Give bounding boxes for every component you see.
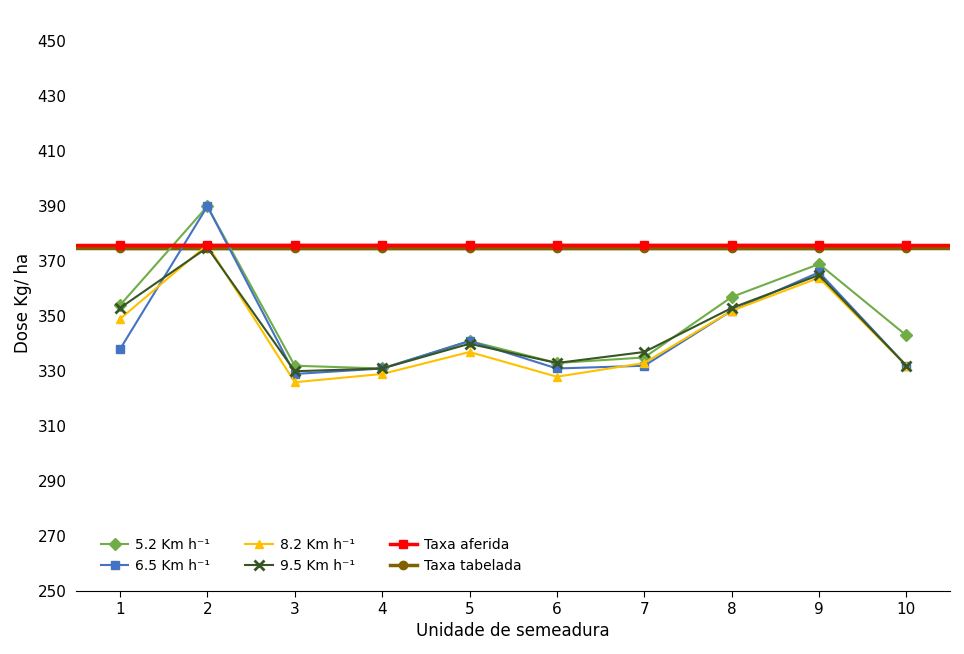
Taxa tabelada [114,243,125,251]
5.2 Km h⁻¹ [638,354,650,362]
Taxa tabelada [376,243,388,251]
8.2 Km h⁻¹ [289,378,301,386]
Taxa aferida [376,241,388,249]
Taxa tabelada [814,243,825,251]
5.2 Km h⁻¹ [900,332,912,339]
Line: 8.2 Km h⁻¹: 8.2 Km h⁻¹ [116,241,911,387]
9.5 Km h⁻¹ [114,304,125,312]
6.5 Km h⁻¹ [289,370,301,378]
8.2 Km h⁻¹ [376,370,388,378]
8.2 Km h⁻¹ [464,348,475,356]
Taxa tabelada [638,243,650,251]
8.2 Km h⁻¹ [551,373,563,381]
Taxa aferida [464,241,475,249]
5.2 Km h⁻¹ [814,260,825,268]
Legend: 5.2 Km h⁻¹, 6.5 Km h⁻¹, 8.2 Km h⁻¹, 9.5 Km h⁻¹, Taxa aferida, Taxa tabelada: 5.2 Km h⁻¹, 6.5 Km h⁻¹, 8.2 Km h⁻¹, 9.5 … [100,538,522,573]
5.2 Km h⁻¹ [464,337,475,345]
5.2 Km h⁻¹ [114,301,125,309]
8.2 Km h⁻¹ [814,274,825,282]
Taxa tabelada [289,243,301,251]
6.5 Km h⁻¹ [114,345,125,353]
6.5 Km h⁻¹ [726,307,737,315]
8.2 Km h⁻¹ [726,307,737,315]
Taxa aferida [814,241,825,249]
8.2 Km h⁻¹ [638,359,650,367]
6.5 Km h⁻¹ [464,337,475,345]
9.5 Km h⁻¹ [726,304,737,312]
Y-axis label: Dose Kg/ ha: Dose Kg/ ha [13,252,32,353]
9.5 Km h⁻¹ [638,348,650,356]
Line: Taxa tabelada: Taxa tabelada [116,243,911,252]
Taxa aferida [638,241,650,249]
Line: 5.2 Km h⁻¹: 5.2 Km h⁻¹ [116,202,911,373]
Line: 6.5 Km h⁻¹: 6.5 Km h⁻¹ [116,202,911,378]
9.5 Km h⁻¹ [376,364,388,372]
Line: Taxa aferida: Taxa aferida [116,241,911,249]
6.5 Km h⁻¹ [376,364,388,372]
5.2 Km h⁻¹ [289,362,301,370]
5.2 Km h⁻¹ [376,364,388,372]
Taxa tabelada [551,243,563,251]
Taxa tabelada [900,243,912,251]
6.5 Km h⁻¹ [814,268,825,276]
9.5 Km h⁻¹ [900,362,912,370]
Taxa tabelada [464,243,475,251]
8.2 Km h⁻¹ [201,241,213,249]
Taxa aferida [201,241,213,249]
9.5 Km h⁻¹ [289,368,301,375]
9.5 Km h⁻¹ [201,243,213,251]
6.5 Km h⁻¹ [551,364,563,372]
9.5 Km h⁻¹ [464,340,475,348]
Taxa aferida [289,241,301,249]
Taxa aferida [551,241,563,249]
Taxa tabelada [201,243,213,251]
5.2 Km h⁻¹ [726,293,737,301]
6.5 Km h⁻¹ [201,202,213,210]
6.5 Km h⁻¹ [900,362,912,370]
9.5 Km h⁻¹ [814,271,825,279]
Line: 9.5 Km h⁻¹: 9.5 Km h⁻¹ [115,243,911,376]
6.5 Km h⁻¹ [638,362,650,370]
Taxa tabelada [726,243,737,251]
Taxa aferida [726,241,737,249]
Taxa aferida [114,241,125,249]
8.2 Km h⁻¹ [900,362,912,370]
8.2 Km h⁻¹ [114,315,125,323]
9.5 Km h⁻¹ [551,359,563,367]
Taxa aferida [900,241,912,249]
X-axis label: Unidade de semeadura: Unidade de semeadura [416,622,610,640]
5.2 Km h⁻¹ [201,202,213,210]
5.2 Km h⁻¹ [551,359,563,367]
